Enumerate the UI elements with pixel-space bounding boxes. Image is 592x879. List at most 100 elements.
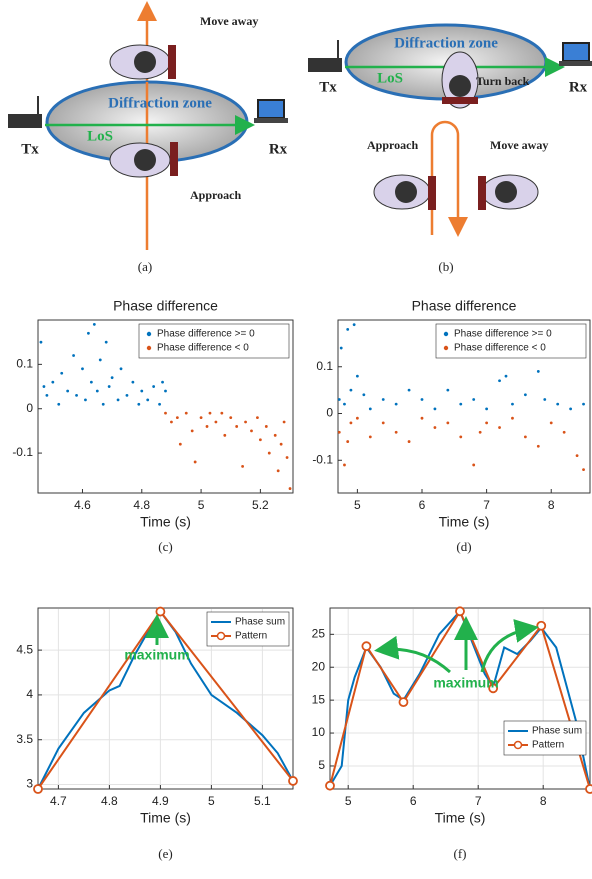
x-tick-label: 7 bbox=[475, 794, 482, 808]
point bbox=[362, 393, 366, 397]
point bbox=[258, 438, 262, 442]
point bbox=[498, 426, 501, 429]
x-axis-label: Time (s) bbox=[435, 810, 486, 826]
y-tick-label: -0.1 bbox=[312, 452, 333, 466]
person bbox=[109, 142, 178, 178]
rx-label: Rx bbox=[269, 141, 288, 157]
point bbox=[235, 425, 239, 428]
point bbox=[337, 430, 341, 434]
point bbox=[394, 430, 398, 434]
legend-swatch bbox=[513, 740, 523, 750]
caption: (f) bbox=[454, 846, 467, 861]
point bbox=[339, 346, 343, 350]
laptop bbox=[257, 99, 285, 119]
legend-label: Phase difference < 0 bbox=[157, 343, 249, 354]
x-axis-label: Time (s) bbox=[140, 810, 191, 826]
laptop-base bbox=[254, 118, 288, 123]
point bbox=[158, 402, 161, 406]
rx-label: Rx bbox=[569, 79, 588, 95]
point bbox=[208, 411, 212, 415]
caption: (a) bbox=[138, 259, 152, 274]
marker bbox=[33, 784, 43, 794]
y-tick-label: 3.5 bbox=[16, 732, 33, 746]
point bbox=[241, 464, 244, 468]
diagram-a: Diffraction zone LoS Tx Rx Move away App… bbox=[8, 1, 288, 274]
point bbox=[511, 416, 514, 420]
x-tick-label: 5.1 bbox=[254, 794, 271, 808]
x-tick-label: 5 bbox=[208, 794, 215, 808]
point bbox=[175, 416, 179, 419]
caption: (c) bbox=[158, 539, 172, 554]
move-away-label: Move away bbox=[200, 14, 258, 28]
point bbox=[279, 442, 283, 446]
approach-label: Approach bbox=[190, 188, 241, 202]
legend bbox=[206, 611, 290, 647]
point bbox=[459, 435, 463, 439]
point bbox=[45, 394, 49, 397]
chart-title: Phase difference bbox=[412, 298, 517, 314]
point bbox=[485, 407, 489, 411]
point bbox=[205, 425, 209, 428]
point bbox=[152, 385, 156, 388]
y-tick-label: 0 bbox=[26, 401, 33, 415]
point bbox=[184, 411, 188, 415]
person bbox=[441, 51, 479, 109]
point bbox=[190, 429, 194, 433]
point bbox=[282, 420, 286, 424]
y-tick-label: -0.1 bbox=[12, 445, 33, 459]
point bbox=[511, 402, 514, 406]
point bbox=[536, 370, 540, 373]
point bbox=[244, 420, 247, 424]
legend bbox=[503, 720, 587, 756]
point bbox=[107, 385, 111, 388]
point bbox=[250, 429, 253, 433]
point bbox=[164, 389, 167, 393]
point bbox=[420, 416, 424, 420]
y-tick-label: 15 bbox=[312, 692, 326, 706]
point bbox=[420, 398, 424, 401]
router bbox=[8, 114, 42, 128]
legend bbox=[435, 323, 587, 359]
point bbox=[352, 323, 356, 327]
annotation: maximum bbox=[124, 647, 189, 663]
legend-label: Phase sum bbox=[532, 726, 582, 737]
point bbox=[556, 402, 560, 406]
y-tick-label: 10 bbox=[312, 725, 326, 739]
plot-frame bbox=[37, 319, 294, 494]
point bbox=[368, 435, 372, 439]
point bbox=[220, 411, 224, 415]
point bbox=[101, 402, 105, 406]
point bbox=[459, 402, 463, 406]
annotation-arrow bbox=[480, 619, 539, 673]
point bbox=[170, 420, 173, 424]
point bbox=[229, 416, 233, 419]
legend-label: Pattern bbox=[532, 740, 564, 751]
point bbox=[92, 323, 96, 326]
point bbox=[337, 398, 341, 401]
point bbox=[146, 398, 150, 402]
point bbox=[193, 460, 197, 464]
y-tick-label: 3 bbox=[26, 777, 33, 791]
x-tick-label: 6 bbox=[410, 794, 417, 808]
x-tick-label: 5 bbox=[354, 498, 361, 512]
person bbox=[109, 44, 176, 80]
legend-label: Phase difference < 0 bbox=[454, 343, 546, 354]
point bbox=[472, 398, 476, 401]
marker bbox=[155, 606, 166, 617]
marker bbox=[325, 780, 335, 791]
plot-frame bbox=[37, 607, 294, 790]
point bbox=[60, 371, 64, 375]
y-tick-label: 4.5 bbox=[16, 642, 33, 656]
point bbox=[42, 385, 46, 388]
legend-label: Pattern bbox=[235, 631, 267, 642]
point bbox=[485, 421, 489, 425]
point bbox=[343, 463, 346, 467]
x-tick-label: 4.7 bbox=[50, 794, 67, 808]
plot-frame bbox=[337, 319, 591, 494]
y-tick-label: 0.1 bbox=[16, 357, 33, 371]
marker bbox=[585, 784, 592, 794]
point bbox=[119, 367, 123, 371]
x-tick-label: 5 bbox=[345, 794, 352, 808]
point bbox=[199, 416, 203, 419]
point bbox=[131, 380, 135, 384]
